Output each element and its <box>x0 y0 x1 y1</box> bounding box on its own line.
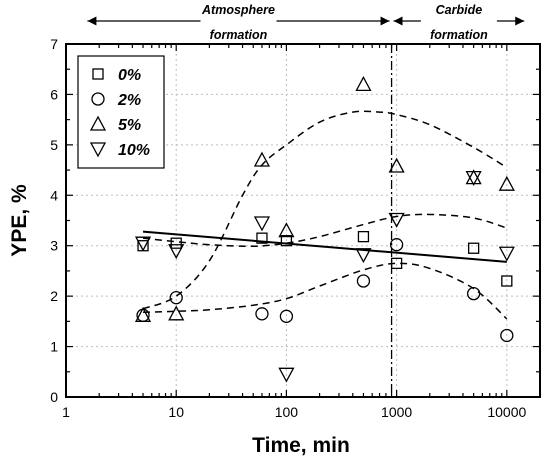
triangle-up-data-point <box>498 175 515 191</box>
circle-data-point <box>466 286 481 301</box>
triangle-up-data-point <box>253 151 271 167</box>
legend-square-symbol <box>92 68 104 80</box>
triangle-down-data-point <box>465 170 482 187</box>
gridlines <box>66 44 540 397</box>
dashed-trend-curve <box>142 213 508 248</box>
circle-data-point <box>389 238 404 252</box>
region-atmosphere-label: formation <box>210 28 268 42</box>
y-tick-label: 5 <box>50 137 58 153</box>
triangle-up-data-point <box>465 169 482 185</box>
square-data-point <box>357 230 370 243</box>
triangle-up-data-point <box>388 157 405 173</box>
legend-triangle-down-symbol <box>89 142 107 158</box>
y-tick-label: 7 <box>50 36 58 52</box>
circle-data-point <box>279 309 294 323</box>
square-data-point <box>390 257 403 270</box>
triangle-down-data-point <box>168 244 185 260</box>
triangle-down-data-point <box>278 367 295 383</box>
triangle-up-data-point <box>134 306 152 322</box>
triangle-up-data-point <box>168 305 185 321</box>
legend-label: 2% <box>117 92 141 109</box>
legend-triangle-up-symbol <box>89 115 107 131</box>
square-data-point <box>256 232 268 244</box>
legend: 0% 2% 5% 10% <box>77 55 165 169</box>
x-tick-label: 10000 <box>487 404 526 420</box>
legend-label: 0% <box>118 67 141 84</box>
triangle-down-data-point <box>355 248 372 264</box>
data-markers <box>134 75 515 383</box>
circle-data-point <box>356 274 371 288</box>
dashed-trend-curve <box>142 110 508 310</box>
triangle-up-data-point <box>278 222 295 238</box>
x-axis-title: Time, min <box>252 434 350 457</box>
y-axis-title: YPE, % <box>8 184 31 257</box>
triangle-up-data-point <box>355 75 372 91</box>
y-tick-label: 1 <box>50 339 58 355</box>
x-tick-label: 10 <box>168 404 184 420</box>
square-data-point <box>170 237 182 249</box>
legend-box <box>77 55 165 169</box>
region-atmosphere-label: Atmosphere <box>201 3 275 17</box>
y-tick-label: 4 <box>50 187 58 203</box>
region-annotations: Atmosphere formation Carbide formation <box>87 3 525 42</box>
legend-circle-symbol <box>91 92 105 106</box>
square-data-point <box>280 235 293 247</box>
x-tick-label: 1 <box>62 404 70 420</box>
region-carbide-label: formation <box>430 28 488 42</box>
x-tick-label: 100 <box>275 404 299 420</box>
y-tick-label: 0 <box>50 389 58 405</box>
legend-label: 5% <box>118 117 141 134</box>
triangle-down-data-point <box>253 216 271 232</box>
triangle-down-data-point <box>134 236 152 252</box>
y-tick-label: 2 <box>50 288 58 304</box>
dashed-trend-curve <box>143 262 508 320</box>
y-tick-label: 3 <box>50 238 58 254</box>
axis-ticks <box>65 43 541 398</box>
circle-data-point <box>169 291 183 305</box>
x-tick-label: 1000 <box>381 404 412 420</box>
square-data-point <box>467 242 480 254</box>
triangle-down-data-point <box>498 246 515 262</box>
square-data-point <box>501 275 513 287</box>
legend-label: 10% <box>118 142 150 159</box>
y-tick-label: 6 <box>50 86 58 102</box>
trend-lines <box>142 110 508 320</box>
region-carbide-label: Carbide <box>436 3 483 17</box>
triangle-down-data-point <box>388 212 405 228</box>
circle-data-point <box>255 307 269 321</box>
solid-trend-line <box>142 230 507 263</box>
circle-data-point <box>500 328 514 343</box>
